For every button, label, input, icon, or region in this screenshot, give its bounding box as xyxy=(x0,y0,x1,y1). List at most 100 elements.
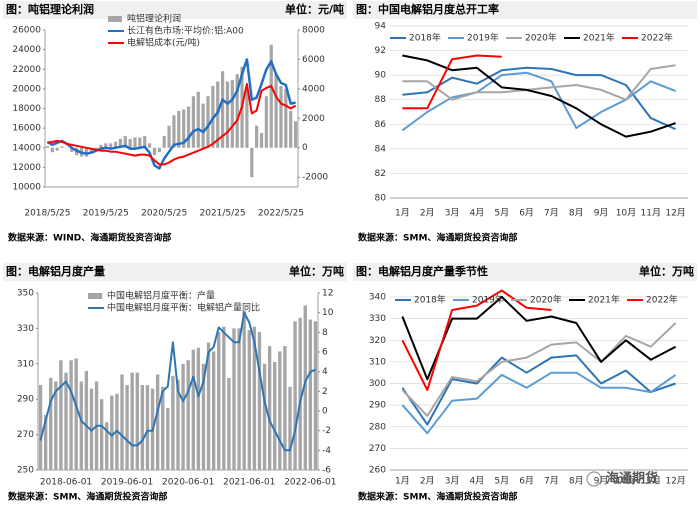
bar xyxy=(222,326,226,470)
y-tick-label: 10000 xyxy=(12,183,41,193)
bar xyxy=(191,349,195,470)
bar xyxy=(252,326,257,470)
bar xyxy=(191,96,195,148)
source-note: 数据来源：WIND、海通期货投资咨询部 xyxy=(8,232,171,244)
bar xyxy=(232,328,236,470)
bar xyxy=(269,44,273,148)
x-tick-label: 7月 xyxy=(544,208,559,219)
bar xyxy=(206,96,210,148)
series-line xyxy=(401,354,676,426)
bar xyxy=(177,110,181,148)
x-tick-label: 9月 xyxy=(594,208,609,219)
bar xyxy=(109,143,113,148)
y-tick-label: 84 xyxy=(375,144,387,154)
y-tick-label: 92 xyxy=(375,46,386,56)
y-tick-label: 330 xyxy=(369,314,386,324)
x-tick-label: 4月 xyxy=(470,208,485,219)
y2-tick-label: 12 xyxy=(322,289,333,299)
legend-label: 电解铝成本(元/吨) xyxy=(127,37,200,49)
bar xyxy=(284,88,288,148)
series-line xyxy=(402,66,677,131)
y2-tick-label: 2 xyxy=(322,387,328,397)
x-tick-label: 3月 xyxy=(445,476,460,487)
x-tick-label: 2020-06-01 xyxy=(162,478,214,488)
y-tick-label: 90 xyxy=(375,71,387,81)
y-tick-label: 340 xyxy=(369,293,386,303)
x-tick-label: 2022/5/25 xyxy=(258,209,304,219)
y-tick-label: 290 xyxy=(17,395,34,405)
bar xyxy=(145,385,150,470)
bar xyxy=(60,146,64,148)
bar xyxy=(250,147,254,178)
bar xyxy=(264,96,268,148)
bar xyxy=(64,372,68,470)
bar xyxy=(113,141,118,148)
bar xyxy=(201,363,206,470)
bar xyxy=(196,91,200,148)
panel-title: 图：电解铝月度产量季节性 xyxy=(356,264,488,278)
panel-title: 图：中国电解铝月度总开工率 xyxy=(356,2,499,16)
y-tick-label: 270 xyxy=(17,430,34,440)
bar xyxy=(133,137,137,148)
legend-label: 2022年 xyxy=(646,294,678,306)
bar xyxy=(84,147,88,157)
legend-label: 中国电解铝月度平衡：产量 xyxy=(107,290,215,302)
bar xyxy=(45,146,50,148)
x-tick-label: 2月 xyxy=(420,208,435,219)
bar xyxy=(186,360,190,470)
legend-label: 2021年 xyxy=(588,294,620,306)
bar xyxy=(216,81,220,148)
bar xyxy=(123,135,127,148)
bar xyxy=(247,330,251,470)
bar xyxy=(74,358,78,470)
bar xyxy=(211,351,216,470)
x-tick-label: 6月 xyxy=(519,476,534,487)
bar xyxy=(130,372,134,470)
bar xyxy=(49,377,53,470)
bar xyxy=(313,321,318,470)
bar xyxy=(237,328,241,470)
bar xyxy=(171,376,175,470)
legend-label: 吨铝理论利润 xyxy=(127,13,181,25)
bar xyxy=(54,381,58,470)
bar xyxy=(262,363,267,470)
bar xyxy=(55,147,59,151)
x-tick-label: 1月 xyxy=(395,208,410,219)
bar xyxy=(217,331,221,470)
legend-swatch xyxy=(88,293,102,299)
bar xyxy=(182,109,186,148)
legend-label: 2021年 xyxy=(583,32,615,44)
bar xyxy=(118,138,123,148)
bar xyxy=(288,386,292,470)
bar xyxy=(283,346,287,470)
x-tick-label: 11月 xyxy=(641,208,661,219)
bar xyxy=(125,385,129,470)
series-line xyxy=(401,296,677,381)
y2-tick-label: 6000 xyxy=(302,55,325,65)
x-tick-label: 12月 xyxy=(665,208,685,219)
bar xyxy=(242,310,246,470)
bar xyxy=(220,71,225,148)
series-line xyxy=(46,58,296,170)
legend-label: 2019年 xyxy=(472,294,504,306)
bar xyxy=(50,147,54,153)
bar xyxy=(186,106,191,148)
bar xyxy=(259,133,264,148)
x-tick-label: 2021-06-01 xyxy=(223,478,275,488)
bar xyxy=(128,138,132,148)
y-tick-label: 14000 xyxy=(12,143,41,153)
bar xyxy=(167,125,171,148)
bar xyxy=(155,374,160,470)
bar xyxy=(230,80,234,148)
bar xyxy=(267,346,272,470)
x-tick-label: 10月 xyxy=(616,476,636,487)
series-line xyxy=(401,322,677,417)
series-line xyxy=(401,371,677,435)
y2-tick-label: 8 xyxy=(322,328,328,338)
y-tick-label: 86 xyxy=(375,120,387,130)
legend-label: 2020年 xyxy=(525,32,557,44)
legend-label: 2022年 xyxy=(641,32,673,44)
legend-label: 2018年 xyxy=(409,32,441,44)
bar xyxy=(293,121,298,148)
x-tick-label: 2019-06-01 xyxy=(101,478,153,488)
